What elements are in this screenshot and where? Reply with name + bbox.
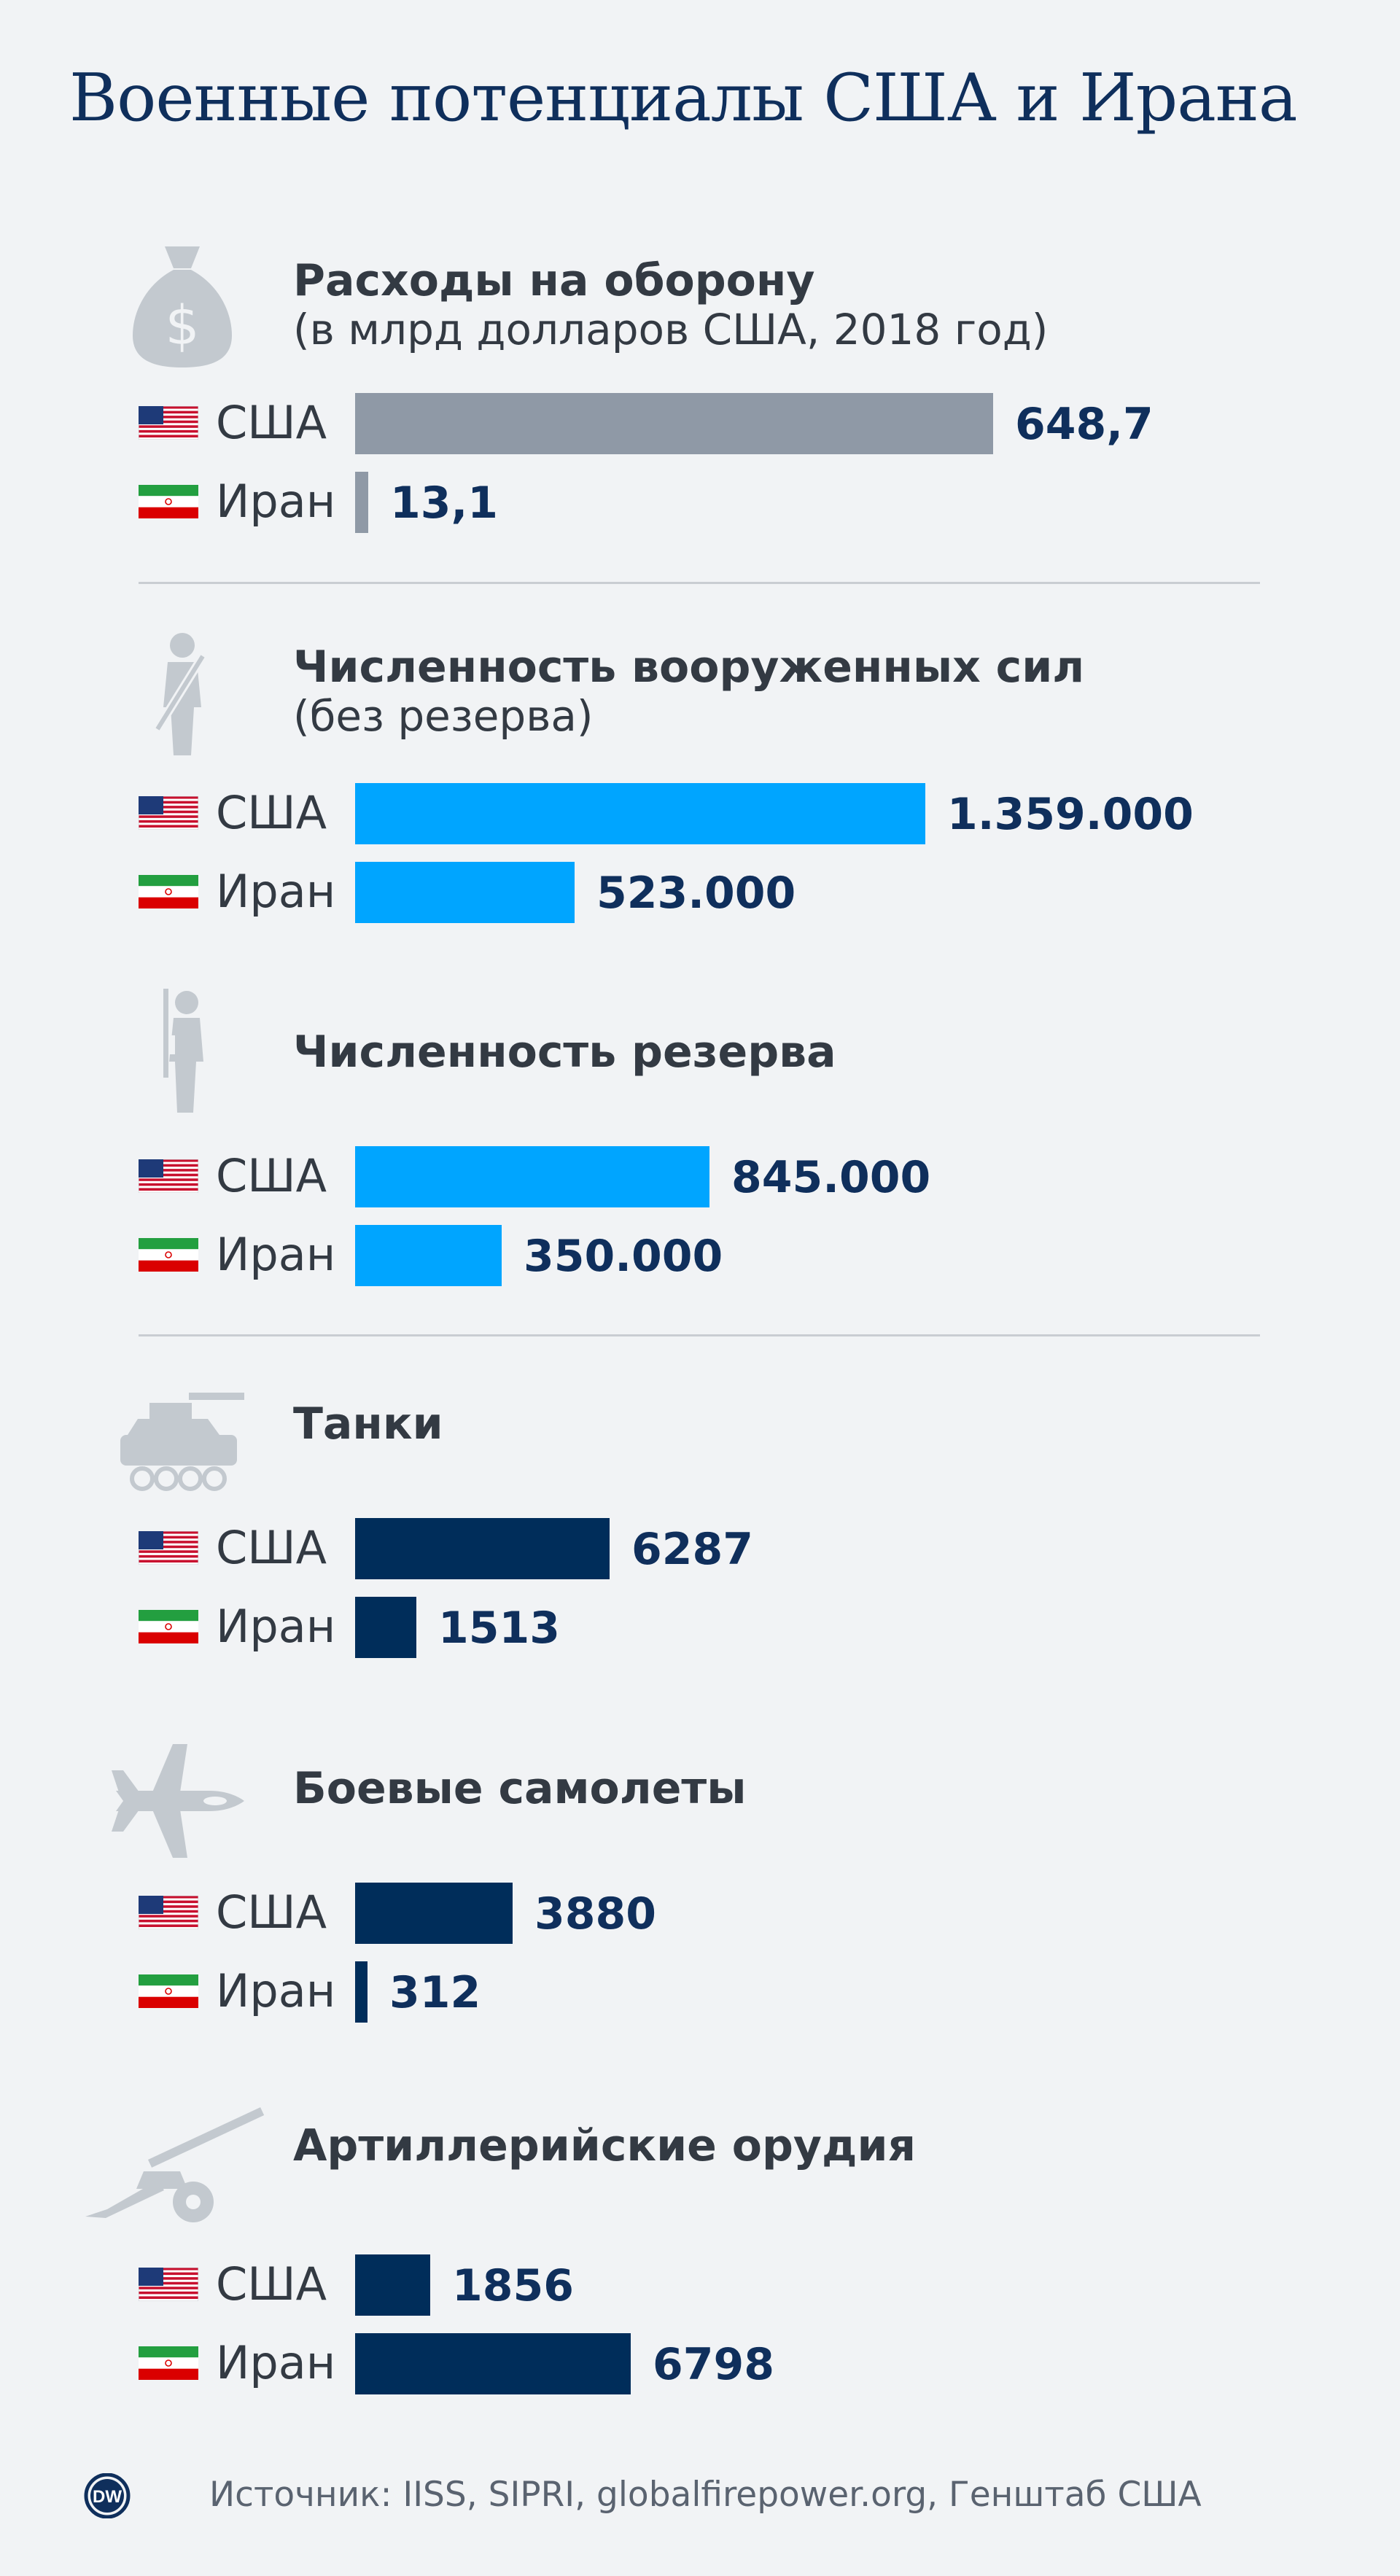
bar-value-label: 350.000: [524, 1231, 723, 1282]
chart-title: Боевые самолеты: [293, 1763, 747, 1814]
us-flag-icon: [139, 406, 198, 440]
country-label: Иран: [216, 475, 336, 528]
money-bag-icon: $: [133, 246, 232, 367]
bar-row: Иран 6798: [0, 2330, 1400, 2394]
country-label: Иран: [216, 2336, 336, 2389]
country-label: США: [216, 396, 327, 449]
bar: [355, 862, 575, 923]
country-label: Иран: [216, 865, 336, 918]
country-label: США: [216, 1149, 327, 1202]
bar-row: Иран 350.000: [0, 1222, 1400, 1286]
bar: [355, 472, 368, 533]
chart-title: Танки: [293, 1398, 443, 1450]
bar-value-label: 6798: [653, 2339, 774, 2390]
bar-value-label: 13,1: [390, 478, 499, 529]
bar-row: США 648,7: [0, 390, 1400, 454]
dw-logo-text: DW: [93, 2487, 122, 2507]
fighter-jet-icon: [112, 1744, 244, 1858]
chart-title: Численность вооруженных сил: [293, 642, 1085, 693]
svg-text:$: $: [165, 295, 199, 357]
bar-value-label: 1.359.000: [947, 789, 1194, 840]
us-flag-icon: [139, 796, 198, 830]
artillery-icon: [85, 2107, 265, 2222]
country-label: Иран: [216, 1228, 336, 1281]
chart-subtitle: (без резерва): [293, 691, 594, 741]
source-note: Источник: IISS, SIPRI, globalfirepower.o…: [209, 2475, 1202, 2515]
soldier-icon: [153, 633, 207, 755]
bar-value-label: 3880: [534, 1888, 656, 1939]
us-flag-icon: [139, 1896, 198, 1929]
bar: [355, 1597, 416, 1658]
country-label: США: [216, 786, 327, 839]
country-label: США: [216, 2257, 327, 2311]
bar: [355, 1961, 368, 2023]
iran-flag-icon: [139, 485, 198, 518]
bar: [355, 393, 993, 454]
reserve-soldier-icon: [163, 989, 203, 1113]
country-label: Иран: [216, 1600, 336, 1653]
bar: [355, 1518, 610, 1579]
bar-value-label: 312: [389, 1967, 481, 2018]
section-divider: [139, 582, 1260, 584]
country-label: США: [216, 1886, 327, 1939]
bar: [355, 1225, 502, 1286]
bar: [355, 2254, 430, 2316]
chart-title: Численность резерва: [293, 1027, 836, 1078]
bar-value-label: 1856: [452, 2260, 574, 2311]
us-flag-icon: [139, 1159, 198, 1193]
bar: [355, 1146, 709, 1207]
bar: [355, 783, 925, 844]
bar-value-label: 523.000: [596, 868, 796, 919]
bar-row: США 3880: [0, 1880, 1400, 1944]
bar-value-label: 6287: [631, 1524, 753, 1575]
bar-row: Иран 523.000: [0, 859, 1400, 923]
iran-flag-icon: [139, 875, 198, 908]
bar-value-label: 648,7: [1015, 399, 1154, 450]
bar-row: США 1.359.000: [0, 780, 1400, 844]
chart-title: Артиллерийские орудия: [293, 2120, 917, 2171]
bar-row: Иран 312: [0, 1958, 1400, 2023]
dw-logo: DW: [84, 2473, 131, 2518]
section-divider: [139, 1334, 1260, 1336]
us-flag-icon: [139, 2268, 198, 2301]
bar-row: США 1856: [0, 2252, 1400, 2316]
country-label: Иран: [216, 1964, 336, 2017]
bar: [355, 2333, 631, 2394]
bar-row: США 845.000: [0, 1143, 1400, 1207]
bar-row: Иран 13,1: [0, 469, 1400, 533]
iran-flag-icon: [139, 1238, 198, 1272]
iran-flag-icon: [139, 1610, 198, 1643]
tank-icon: [120, 1393, 244, 1491]
page-title: Военные потенциалы США и Ирана: [69, 60, 1298, 136]
chart-subtitle: (в млрд долларов США, 2018 год): [293, 305, 1049, 354]
us-flag-icon: [139, 1531, 198, 1565]
country-label: США: [216, 1521, 327, 1574]
bar: [355, 1883, 513, 1944]
iran-flag-icon: [139, 2346, 198, 2380]
bar-row: Иран 1513: [0, 1594, 1400, 1658]
chart-title: Расходы на оборону: [293, 255, 815, 306]
iran-flag-icon: [139, 1974, 198, 2008]
bar-value-label: 845.000: [731, 1152, 931, 1203]
bar-row: США 6287: [0, 1515, 1400, 1579]
bar-value-label: 1513: [438, 1603, 560, 1654]
